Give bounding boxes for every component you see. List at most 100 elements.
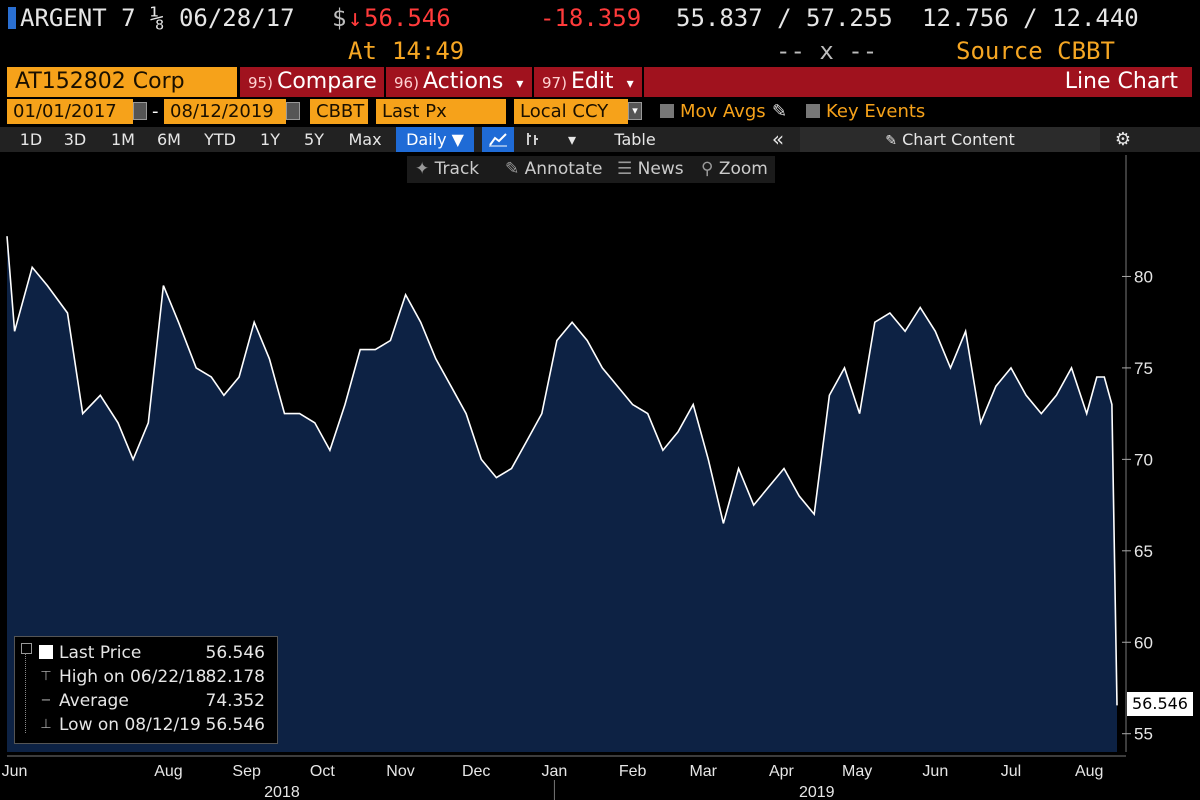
last-price-tag: 56.546 bbox=[1127, 692, 1193, 716]
date-separator: - bbox=[152, 101, 159, 122]
chart-content-icon: ✎ bbox=[885, 133, 897, 149]
x-tick-label: Mar bbox=[689, 763, 717, 780]
collapse-icon[interactable]: « bbox=[771, 127, 785, 151]
period-3d[interactable]: 3D bbox=[63, 130, 87, 149]
chevron-down-icon[interactable]: ▾ bbox=[567, 130, 577, 149]
average-marker-icon: − bbox=[40, 693, 52, 708]
start-date-field[interactable]: 01/01/2017 bbox=[7, 99, 133, 124]
key-events-checkbox[interactable] bbox=[806, 104, 820, 118]
gear-icon[interactable]: ⚙ bbox=[1114, 129, 1132, 150]
high-marker-icon: ⊤ bbox=[40, 669, 52, 684]
bid-ask: 55.837 / 57.255 bbox=[676, 4, 893, 32]
ticker-box[interactable]: AT152802 Corp bbox=[7, 67, 237, 97]
chart-tools: ✦ Track ✎ Annotate ☰ News ⚲ Zoom bbox=[407, 156, 775, 183]
security-marker bbox=[8, 7, 16, 29]
table-button[interactable]: Table bbox=[614, 130, 656, 149]
edit-button[interactable]: 97) Edit ▾ bbox=[532, 67, 642, 97]
x-tick-label: Jun bbox=[2, 763, 28, 780]
price-prefix: $ bbox=[332, 4, 347, 32]
period-1d[interactable]: 1D bbox=[19, 130, 43, 149]
mov-avgs-checkbox[interactable] bbox=[660, 104, 674, 118]
edit-label: Edit bbox=[570, 69, 614, 94]
x-tick-label: Jul bbox=[1001, 763, 1021, 780]
period-ytd[interactable]: YTD bbox=[204, 130, 236, 149]
x-tick-label: Aug bbox=[154, 763, 182, 780]
down-arrow-icon: ↓ bbox=[348, 4, 363, 32]
annotate-label: Annotate bbox=[524, 159, 603, 179]
magnifier-icon: ⚲ bbox=[701, 159, 714, 179]
price-change: -18.359 bbox=[540, 4, 642, 32]
chart-type-label: Line Chart bbox=[1064, 69, 1178, 94]
bar-chart-icon[interactable] bbox=[518, 127, 546, 152]
x-tick-label: Oct bbox=[310, 763, 335, 780]
x-tick-label: Sep bbox=[232, 763, 261, 780]
x-tick-label: Jan bbox=[542, 763, 568, 780]
x-tick-label: Apr bbox=[769, 763, 795, 780]
legend-last-price[interactable]: Last Price 56.546 bbox=[15, 641, 277, 665]
period-1y[interactable]: 1Y bbox=[260, 130, 280, 149]
function-bar: AT152802 Corp 95) Compare 96) Actions ▾ 97… bbox=[0, 67, 1200, 97]
period-1m[interactable]: 1M bbox=[111, 130, 135, 149]
list-icon: ☰ bbox=[617, 159, 633, 179]
chart-type-tab[interactable]: Line Chart bbox=[642, 67, 1192, 97]
chart-content-button[interactable]: ✎ Chart Content bbox=[800, 127, 1100, 152]
annotate-button[interactable]: ✎ Annotate bbox=[505, 156, 602, 183]
x-tick-label: Nov bbox=[386, 763, 414, 780]
period-6m[interactable]: 6M bbox=[157, 130, 181, 149]
news-label: News bbox=[637, 159, 684, 179]
calendar-icon[interactable] bbox=[286, 102, 300, 120]
mov-avgs-label: Mov Avgs bbox=[680, 101, 766, 122]
x-tick-label: Jun bbox=[922, 763, 948, 780]
y-tick-label: 55 bbox=[1134, 725, 1153, 744]
news-button[interactable]: ☰ News bbox=[617, 156, 684, 183]
price-line bbox=[6, 236, 1118, 706]
legend-low-value: 56.546 bbox=[205, 715, 265, 735]
actions-button[interactable]: 96) Actions ▾ bbox=[384, 67, 532, 97]
y-tick-label: 65 bbox=[1134, 542, 1153, 561]
ticker-label: AT152802 Corp bbox=[15, 69, 185, 94]
legend-collapse-icon[interactable] bbox=[21, 643, 32, 654]
compare-button[interactable]: 95) Compare bbox=[238, 67, 384, 97]
security-name: ARGENT 7 ⅛ 06/28/17 bbox=[20, 4, 295, 32]
legend-high: ⊤ High on 06/22/18 82.178 bbox=[15, 665, 277, 689]
actions-num: 96) bbox=[394, 74, 419, 92]
chevron-down-icon: ▾ bbox=[516, 76, 524, 92]
y-tick-label: 80 bbox=[1134, 267, 1153, 286]
time-value: 14:49 bbox=[392, 37, 465, 65]
period-max[interactable]: Max bbox=[348, 130, 382, 149]
legend-last-label: Last Price bbox=[59, 643, 142, 663]
legend-high-value: 82.178 bbox=[205, 667, 265, 687]
pencil-icon[interactable]: ✎ bbox=[772, 101, 788, 122]
legend-avg-label: Average bbox=[59, 691, 129, 711]
source-label: Source CBBT bbox=[956, 37, 1115, 65]
chevron-down-icon[interactable]: ▾ bbox=[628, 102, 642, 120]
compare-label: Compare bbox=[276, 69, 377, 94]
yields: 12.756 / 12.440 bbox=[922, 4, 1139, 32]
currency-select[interactable]: Local CCY bbox=[514, 99, 628, 124]
period-bar: 1D 3D 1M 6M YTD 1Y 5Y Max Daily ▼ ▾ Tabl… bbox=[0, 127, 1200, 152]
x-tick-label: Aug bbox=[1075, 763, 1103, 780]
end-date-field[interactable]: 08/12/2019 bbox=[164, 99, 286, 124]
period-5y[interactable]: 5Y bbox=[304, 130, 324, 149]
frequency-select[interactable]: Daily ▼ bbox=[396, 127, 474, 152]
price-field-select[interactable]: Last Px bbox=[376, 99, 506, 124]
legend-average: − Average 74.352 bbox=[15, 689, 277, 713]
zoom-label: Zoom bbox=[718, 159, 768, 179]
chevron-down-icon: ▾ bbox=[626, 76, 634, 92]
legend-avg-value: 74.352 bbox=[205, 691, 265, 711]
low-marker-icon: ⊥ bbox=[40, 717, 52, 732]
zoom-button[interactable]: ⚲ Zoom bbox=[701, 156, 768, 183]
pricing-source-field[interactable]: CBBT bbox=[310, 99, 368, 124]
key-events-label: Key Events bbox=[826, 101, 926, 122]
legend-low-label: Low on 08/12/19 bbox=[59, 715, 201, 735]
x-info: -- x -- bbox=[776, 37, 878, 65]
track-button[interactable]: ✦ Track bbox=[415, 156, 479, 183]
time-label: At bbox=[348, 37, 377, 65]
calendar-icon[interactable] bbox=[133, 102, 147, 120]
chart-content-label: Chart Content bbox=[902, 130, 1015, 149]
legend-low: ⊥ Low on 08/12/19 56.546 bbox=[15, 713, 277, 737]
pencil-icon: ✎ bbox=[505, 159, 520, 179]
line-chart-icon[interactable] bbox=[482, 127, 514, 152]
compare-num: 95) bbox=[248, 74, 273, 92]
